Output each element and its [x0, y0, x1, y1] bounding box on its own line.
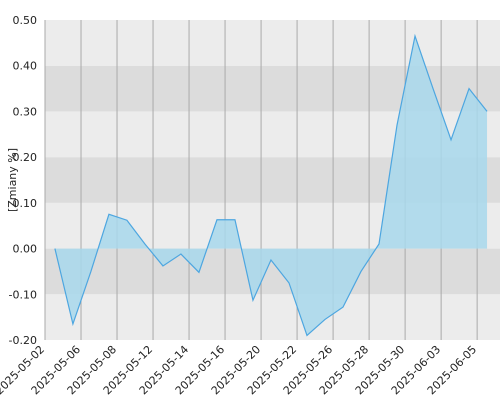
y-tick-label: -0.20 — [9, 334, 37, 347]
area-fill — [54, 36, 488, 336]
grid-band — [45, 20, 500, 66]
y-tick-label: 0.10 — [13, 197, 38, 210]
y-tick-label: 0.40 — [13, 60, 38, 73]
y-tick-label: 0.50 — [13, 14, 38, 27]
y-tick-label: 0.00 — [13, 243, 38, 256]
y-tick-label: 0.20 — [13, 151, 38, 164]
y-tick-label: -0.10 — [9, 288, 37, 301]
y-axis-label: [Zmiany %] — [6, 148, 19, 212]
y-tick-label: 0.30 — [13, 105, 38, 118]
line — [54, 33, 488, 337]
grid-band — [45, 294, 500, 340]
